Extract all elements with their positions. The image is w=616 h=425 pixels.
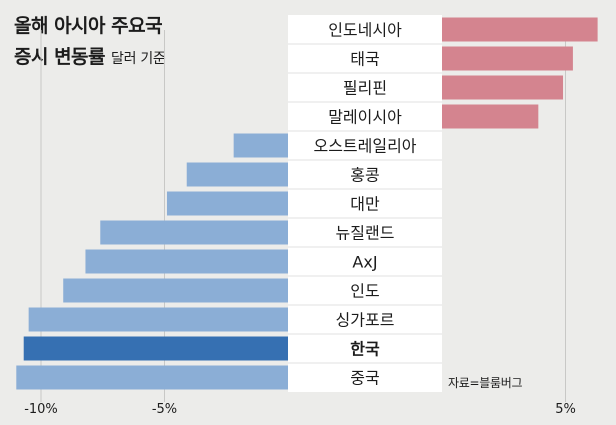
chart-subtitle: 달러 기준	[111, 51, 166, 67]
title-line-1: 올해 아시아 주요국	[14, 15, 163, 37]
bar	[442, 75, 564, 100]
tick-label: -10%	[24, 402, 58, 417]
bar	[85, 249, 289, 274]
category-label: AxJ	[352, 253, 377, 272]
bar	[442, 17, 598, 42]
category-label: 말레이시아	[328, 108, 402, 127]
category-label: 인도	[350, 282, 379, 301]
category-label: 홍콩	[350, 166, 379, 185]
title-line-2: 증시 변동률 달러 기준	[14, 42, 166, 75]
category-label: 필리핀	[343, 79, 387, 98]
bar	[442, 104, 539, 129]
bar	[166, 191, 288, 216]
category-label: 태국	[350, 50, 379, 69]
category-label: 싱가포르	[336, 311, 395, 330]
category-label: 뉴질랜드	[336, 224, 395, 243]
tick-label: 5%	[555, 402, 576, 417]
bar	[233, 133, 288, 158]
category-label: 오스트레일리아	[313, 137, 416, 156]
category-label: 대만	[350, 195, 380, 214]
bar	[100, 220, 288, 245]
source-note: 자료=블룸버그	[448, 376, 523, 390]
bar	[442, 46, 573, 71]
bar	[63, 278, 289, 303]
label-column-background	[288, 15, 442, 392]
bar	[23, 336, 289, 361]
bar	[16, 365, 289, 390]
bar	[28, 307, 289, 332]
bar	[186, 162, 288, 187]
category-label: 한국	[350, 340, 380, 359]
chart-title: 올해 아시아 주요국 증시 변동률 달러 기준	[14, 11, 166, 75]
category-label: 중국	[350, 369, 379, 388]
category-label: 인도네시아	[328, 21, 402, 40]
tick-label: -5%	[152, 402, 177, 417]
title-line-2-text: 증시 변동률	[14, 46, 106, 68]
